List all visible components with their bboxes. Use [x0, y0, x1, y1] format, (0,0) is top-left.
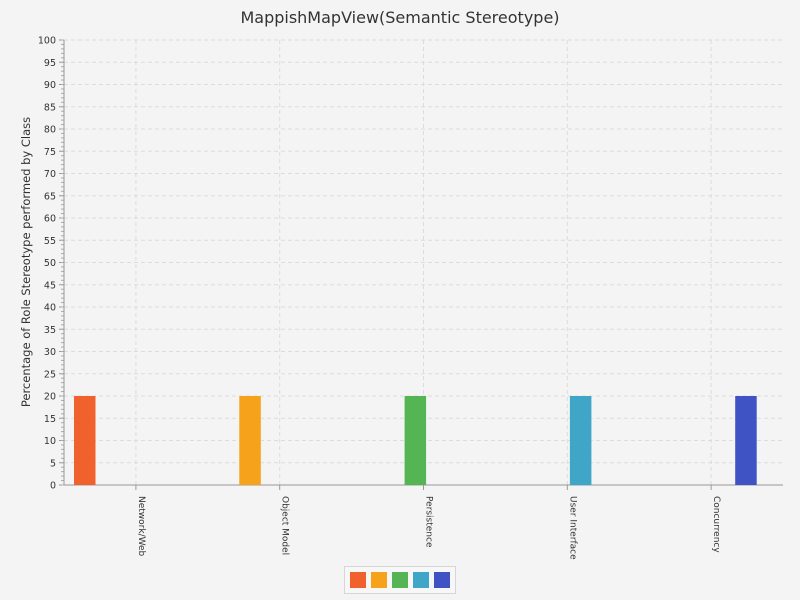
x-category-label: Object Model — [280, 496, 290, 555]
y-tick-label: 60 — [44, 214, 56, 225]
y-tick-label: 40 — [44, 303, 56, 314]
y-tick-label: 5 — [50, 458, 56, 469]
y-axis-label: Percentage of Role Stereotype performed … — [19, 117, 33, 407]
legend-swatch — [413, 572, 429, 588]
x-category-label: Persistence — [424, 496, 434, 548]
y-tick-label: 0 — [50, 481, 56, 492]
bar — [74, 396, 96, 485]
y-tick-label: 100 — [38, 36, 56, 47]
chart-title: MappishMapView(Semantic Stereotype) — [240, 8, 560, 27]
y-tick-label: 80 — [44, 125, 56, 136]
x-category-label: User Interface — [567, 496, 577, 560]
bar — [569, 396, 592, 485]
y-tick-label: 70 — [44, 169, 56, 180]
grid-layer — [64, 39, 783, 485]
y-tick-label: 95 — [44, 58, 56, 69]
y-tick-label: 90 — [44, 80, 56, 91]
legend-swatch — [392, 572, 408, 588]
y-tick-label: 85 — [44, 102, 56, 113]
y-tick-label: 50 — [44, 258, 56, 269]
x-category-label: Concurrency — [711, 496, 721, 553]
bar — [735, 396, 757, 485]
y-tick-label: 15 — [44, 414, 56, 425]
legend — [344, 566, 456, 594]
legend-swatch — [350, 572, 366, 588]
axis-layer: 0 5 10 15 20 25 30 35 40 45 50 55 60 65 70 75 80 85 90 95 10… — [38, 36, 783, 560]
y-tick-label: 35 — [44, 325, 56, 336]
y-tick-label: 45 — [44, 280, 56, 291]
bar — [404, 396, 427, 485]
y-tick-label: 20 — [44, 392, 56, 403]
legend-swatch — [371, 572, 387, 588]
y-tick-label: 10 — [44, 436, 56, 447]
x-category-label: Network/Web — [136, 496, 146, 557]
legend-swatch — [434, 572, 450, 588]
y-tick-label: 75 — [44, 147, 56, 158]
y-tick-label: 65 — [44, 191, 56, 202]
bar-layer — [74, 396, 757, 485]
y-tick-label: 55 — [44, 236, 56, 247]
bar — [239, 396, 261, 485]
y-tick-label: 25 — [44, 369, 56, 380]
y-tick-label: 30 — [44, 347, 56, 358]
